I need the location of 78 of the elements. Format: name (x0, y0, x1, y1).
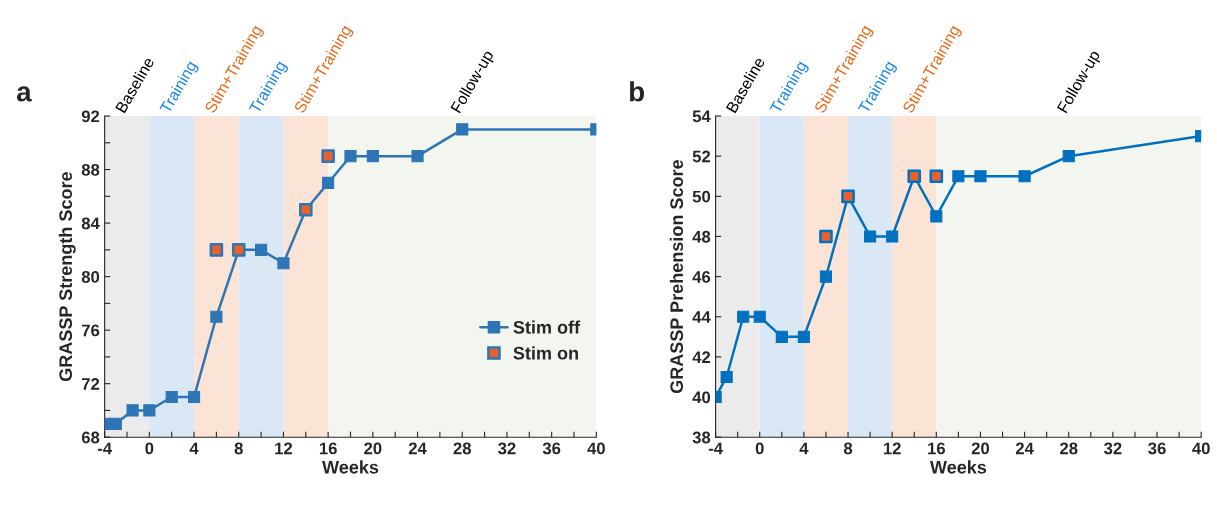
x-tick-label: 0 (755, 442, 764, 455)
legend-label: Stim off (513, 320, 581, 334)
point (974, 170, 987, 183)
y-tick-label: 76 (81, 324, 100, 337)
point (737, 310, 750, 323)
x-tick-label: 32 (1104, 442, 1122, 455)
y-tick-label: 68 (81, 431, 100, 444)
point (886, 230, 899, 243)
x-tick-label: 12 (275, 442, 293, 455)
point (720, 370, 733, 384)
x-tick-label: 4 (189, 442, 199, 455)
point (255, 243, 268, 256)
x-tick-label: 20 (971, 442, 990, 455)
x-tick-label: 40 (587, 442, 605, 455)
x-tick-label: 4 (799, 442, 809, 455)
point (322, 176, 335, 190)
point (930, 210, 943, 223)
point (165, 390, 178, 404)
point (819, 229, 833, 244)
x-tick-label: 12 (883, 442, 901, 455)
y-tick-label: 54 (692, 110, 711, 123)
y-tick-label: 72 (81, 378, 100, 390)
y-tick-label: 92 (81, 110, 100, 123)
point (126, 404, 139, 417)
x-tick-label: 36 (1148, 442, 1166, 455)
point (819, 270, 833, 283)
y-tick-label: 38 (692, 431, 711, 444)
x-tick-label: 36 (542, 442, 561, 455)
y-tick-label: 46 (692, 271, 711, 283)
point (1018, 170, 1031, 183)
point (210, 310, 223, 323)
y-tick-label: 48 (692, 230, 711, 243)
x-tick-label: 32 (498, 442, 516, 455)
x-tick-label: 0 (145, 442, 154, 455)
y-tick-label: 84 (81, 217, 100, 230)
point (775, 330, 788, 343)
point (344, 150, 357, 163)
x-tick-label: 20 (364, 442, 382, 455)
x-axis-title: Weeks (929, 460, 987, 474)
point (143, 404, 156, 417)
y-tick-label: 42 (692, 351, 711, 363)
x-tick-label: 8 (843, 442, 853, 455)
point (1062, 150, 1075, 163)
y-tick-label: 40 (692, 391, 711, 404)
point (952, 170, 965, 183)
x-tick-label: 28 (453, 442, 471, 455)
legend-label: Stim on (513, 346, 578, 360)
y-tick-label: 44 (692, 311, 711, 323)
x-tick-label: 24 (1015, 442, 1034, 455)
x-tick-label: -4 (97, 442, 112, 455)
point (187, 390, 201, 404)
point (456, 123, 469, 136)
x-tick-label: 16 (319, 442, 337, 455)
x-axis-title: Weeks (322, 460, 379, 474)
point (797, 330, 810, 343)
x-tick-label: 8 (234, 442, 243, 455)
x-tick-label: -4 (708, 442, 723, 455)
y-tick-label: 80 (81, 271, 100, 283)
x-tick-label: 24 (408, 442, 427, 455)
point (411, 150, 424, 163)
point (209, 243, 224, 257)
x-tick-label: 28 (1060, 442, 1078, 455)
x-tick-label: 40 (1192, 442, 1210, 455)
point (864, 230, 877, 243)
chart-title: b (630, 81, 645, 102)
y-axis-title: GRASSP Prehension Score (669, 159, 684, 394)
y-tick-label: 52 (692, 150, 711, 163)
x-tick-label: 16 (928, 442, 945, 455)
point (321, 149, 335, 163)
point (277, 257, 290, 270)
point (929, 169, 944, 184)
y-axis-title: GRASSP Strength Score (58, 172, 76, 382)
point (753, 310, 766, 323)
point (366, 150, 379, 163)
chart-title: a (16, 86, 32, 102)
y-tick-label: 50 (692, 190, 711, 203)
point (109, 417, 122, 430)
y-tick-label: 88 (81, 163, 100, 176)
